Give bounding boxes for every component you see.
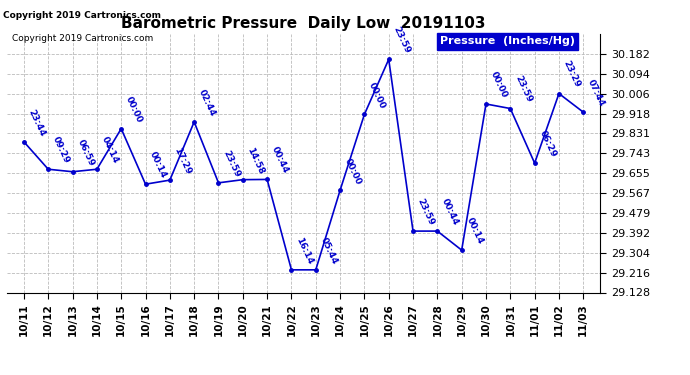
Text: 00:44: 00:44	[270, 146, 290, 175]
Text: 16:14: 16:14	[294, 236, 315, 266]
Text: 23:59: 23:59	[221, 149, 242, 178]
Text: 05:44: 05:44	[319, 236, 339, 266]
Text: 23:59: 23:59	[513, 75, 533, 104]
Text: 04:14: 04:14	[99, 135, 120, 165]
Text: Copyright 2019 Cartronics.com: Copyright 2019 Cartronics.com	[12, 34, 153, 43]
Text: 17:29: 17:29	[172, 146, 193, 176]
Text: 00:00: 00:00	[489, 70, 509, 100]
Text: 00:00: 00:00	[124, 95, 144, 124]
Text: 00:00: 00:00	[343, 157, 363, 186]
Text: 09:29: 09:29	[51, 135, 71, 165]
Text: 23:44: 23:44	[27, 108, 47, 138]
Text: 23:59: 23:59	[416, 197, 436, 227]
Text: Pressure  (Inches/Hg): Pressure (Inches/Hg)	[440, 36, 575, 46]
Text: 06:29: 06:29	[538, 129, 558, 159]
Text: 00:44: 00:44	[440, 197, 460, 227]
Text: Copyright 2019 Cartronics.com: Copyright 2019 Cartronics.com	[3, 11, 161, 20]
Text: 00:14: 00:14	[464, 216, 484, 246]
Text: 00:14: 00:14	[148, 150, 168, 180]
Text: 07:44: 07:44	[586, 78, 607, 108]
Text: 06:59: 06:59	[75, 138, 96, 168]
Text: 23:59: 23:59	[391, 26, 412, 55]
Title: Barometric Pressure  Daily Low  20191103: Barometric Pressure Daily Low 20191103	[121, 16, 486, 31]
Text: 14:58: 14:58	[246, 146, 266, 176]
Text: 23:29: 23:29	[562, 60, 582, 89]
Text: 02:44: 02:44	[197, 88, 217, 118]
Text: 00:00: 00:00	[367, 81, 387, 110]
